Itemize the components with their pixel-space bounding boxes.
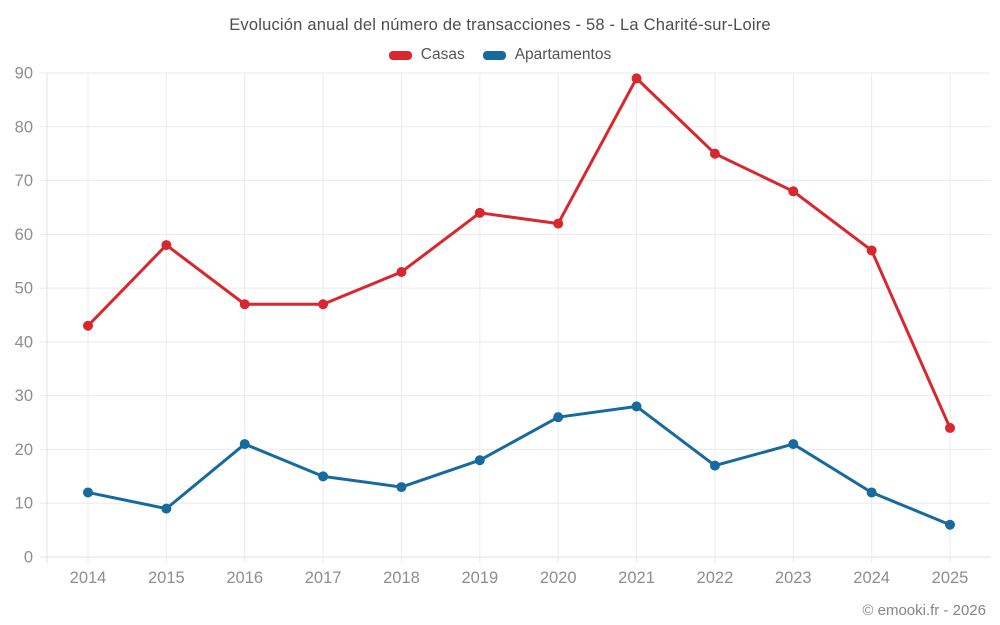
x-tick-label-2024: 2024 <box>853 569 890 587</box>
data-point-casas-2018 <box>396 266 407 277</box>
y-tick-label-10: 10 <box>15 495 33 513</box>
data-point-apartamentos-2017 <box>318 471 329 482</box>
data-point-apartamentos-2021 <box>631 401 642 412</box>
legend-label-casas: Casas <box>420 46 465 63</box>
data-point-apartamentos-2014 <box>83 487 93 498</box>
y-tick-label-60: 60 <box>15 226 33 244</box>
data-point-apartamentos-2020 <box>553 412 564 423</box>
data-point-casas-2024 <box>866 245 877 256</box>
data-point-apartamentos-2015 <box>161 503 172 514</box>
x-tick-label-2023: 2023 <box>775 569 812 587</box>
data-point-apartamentos-2023 <box>788 439 799 450</box>
x-tick-label-2019: 2019 <box>461 569 498 587</box>
data-point-apartamentos-2018 <box>396 482 407 493</box>
data-point-apartamentos-2024 <box>866 487 877 498</box>
chart-title: Evolución anual del número de transaccio… <box>229 16 771 34</box>
data-point-casas-2015 <box>161 240 172 251</box>
y-tick-label-90: 90 <box>15 65 33 83</box>
y-tick-label-70: 70 <box>15 172 33 190</box>
data-point-casas-2020 <box>553 218 564 229</box>
x-tick-label-2020: 2020 <box>540 569 577 587</box>
data-point-casas-2023 <box>788 186 799 197</box>
data-point-casas-2016 <box>239 299 250 310</box>
y-tick-label-40: 40 <box>15 333 33 351</box>
data-point-apartamentos-2016 <box>239 439 250 450</box>
data-point-casas-2022 <box>709 148 720 159</box>
data-point-apartamentos-2025 <box>945 519 955 530</box>
series-line-apartamentos <box>86 404 952 527</box>
data-point-casas-2021 <box>631 73 642 84</box>
x-tick-label-2021: 2021 <box>618 569 655 587</box>
y-tick-label-20: 20 <box>15 441 33 459</box>
data-point-apartamentos-2022 <box>709 460 720 471</box>
x-tick-label-2018: 2018 <box>383 569 420 587</box>
legend-label-apartamentos: Apartamentos <box>514 46 612 63</box>
data-point-casas-2017 <box>318 299 329 310</box>
y-tick-label-50: 50 <box>15 280 33 298</box>
data-point-casas-2025 <box>945 422 955 433</box>
footer-credit: © emooki.fr - 2026 <box>862 602 986 619</box>
y-tick-label-80: 80 <box>15 118 33 136</box>
legend-swatch-apartamentos <box>482 50 506 60</box>
legend-item-casas[interactable]: Casas <box>388 46 465 64</box>
legend-swatch-casas <box>388 50 412 60</box>
x-tick-label-2025: 2025 <box>932 569 969 587</box>
x-tick-label-2015: 2015 <box>148 569 185 587</box>
x-tick-label-2022: 2022 <box>697 569 734 587</box>
x-tick-label-2016: 2016 <box>226 569 263 587</box>
x-tick-label-2017: 2017 <box>305 569 342 587</box>
data-point-apartamentos-2019 <box>474 455 485 466</box>
data-point-casas-2014 <box>83 320 93 331</box>
data-point-casas-2019 <box>474 207 485 218</box>
legend-item-apartamentos[interactable]: Apartamentos <box>482 46 612 64</box>
x-tick-label-2014: 2014 <box>70 569 107 587</box>
y-tick-label-0: 0 <box>24 549 33 567</box>
chart-legend: Casas Apartamentos <box>0 46 1000 64</box>
series-line-casas <box>86 76 952 430</box>
y-tick-label-30: 30 <box>15 387 33 405</box>
